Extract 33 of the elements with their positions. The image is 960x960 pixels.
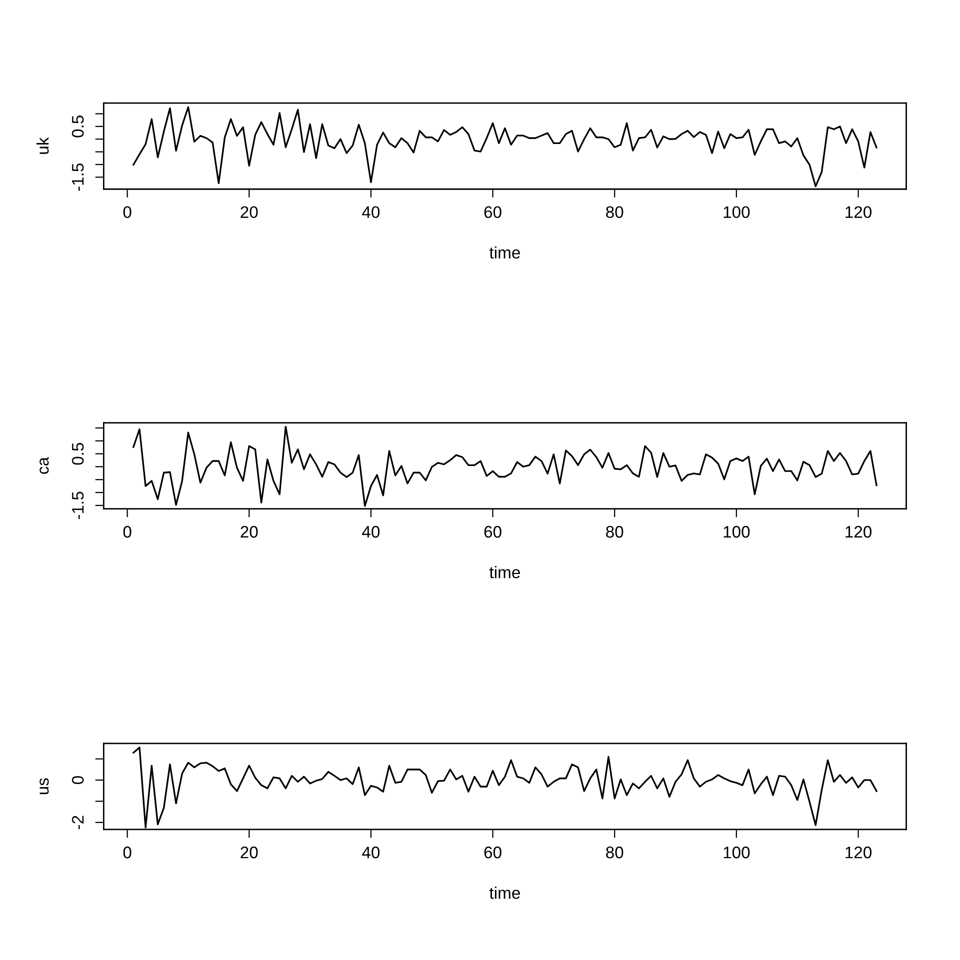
x-tick-label: 80 (606, 846, 624, 858)
x-tick-label: 40 (362, 846, 380, 858)
y-tick-label: 0.5 (72, 116, 84, 138)
x-tick-label: 60 (484, 526, 502, 538)
y-tick-label: 0 (72, 776, 84, 784)
y-tick-label: -2 (72, 816, 84, 830)
x-tick-label: 40 (362, 526, 380, 538)
x-axis-title: time (489, 886, 520, 899)
x-tick-label: 100 (724, 206, 750, 218)
x-tick-label: 20 (240, 206, 258, 218)
y-axis-title: ca (40, 456, 49, 474)
x-tick-label: 0 (123, 206, 132, 218)
x-tick-label: 0 (123, 846, 132, 858)
x-tick-label: 0 (123, 526, 132, 538)
x-tick-label: 20 (240, 526, 258, 538)
x-tick-label: 120 (846, 206, 872, 218)
y-tick-label: -1.5 (72, 492, 84, 520)
x-tick-label: 120 (846, 526, 872, 538)
y-tick-label: -1.5 (72, 164, 84, 191)
x-tick-label: 20 (240, 846, 258, 858)
x-tick-label: 40 (362, 206, 380, 218)
x-tick-label: 120 (846, 846, 872, 858)
x-tick-label: 80 (606, 526, 624, 538)
x-tick-label: 100 (724, 526, 750, 538)
y-axis-title: uk (36, 137, 49, 154)
x-tick-label: 60 (484, 206, 502, 218)
x-tick-label: 80 (606, 206, 624, 218)
y-axis-title: us (40, 778, 49, 794)
y-tick-label: 0.5 (72, 442, 84, 465)
x-axis-title: time (489, 566, 520, 578)
x-axis-title: time (489, 246, 520, 259)
x-tick-label: 100 (724, 846, 750, 858)
x-tick-label: 60 (484, 846, 502, 858)
